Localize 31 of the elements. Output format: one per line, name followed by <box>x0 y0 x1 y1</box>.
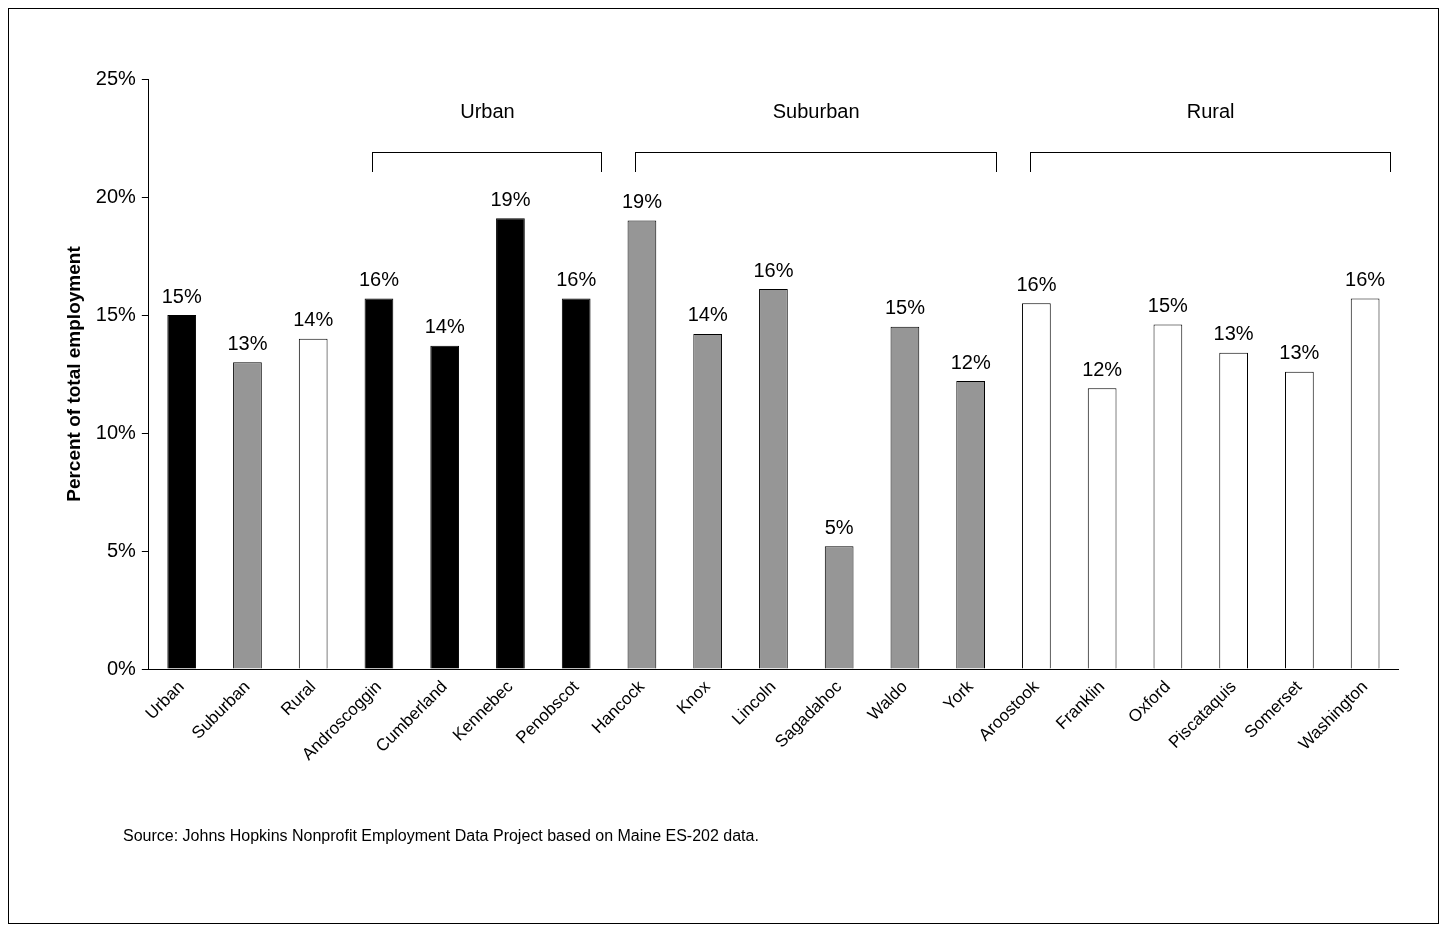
data-label: 15% <box>1147 293 1189 316</box>
data-label: 14% <box>424 315 465 338</box>
data-label: 19% <box>490 187 531 210</box>
y-tick-label: 0% <box>106 656 137 679</box>
data-label: 16% <box>556 268 597 291</box>
y-tick-label: 10% <box>95 420 137 443</box>
data-label: 14% <box>293 308 334 331</box>
y-axis-title: Percent of total employment <box>62 245 84 502</box>
y-tick-label: 5% <box>106 538 137 561</box>
data-label: 13% <box>1213 322 1254 345</box>
data-label: 13% <box>1279 341 1320 364</box>
annotation: Urban <box>460 99 515 122</box>
data-label: 12% <box>950 350 991 373</box>
data-label: 16% <box>753 258 794 281</box>
data-label: 12% <box>1082 357 1123 380</box>
data-label: 5% <box>824 515 854 538</box>
data-label: 16% <box>358 268 400 291</box>
y-tick-label: 15% <box>95 302 137 325</box>
data-label: 15% <box>161 284 202 307</box>
y-tick-label: 20% <box>95 184 137 207</box>
data-label: 14% <box>687 303 728 326</box>
y-tick-label: 25% <box>95 66 137 89</box>
annotation: Suburban <box>772 99 860 122</box>
data-label: 15% <box>884 296 926 319</box>
x-tick-label: York <box>939 676 978 715</box>
data-label: 19% <box>621 190 663 213</box>
annotation: Rural <box>1186 99 1235 122</box>
data-label: 16% <box>1016 272 1057 295</box>
data-label: 13% <box>227 331 268 354</box>
source-note: Source: Johns Hopkins Nonprofit Employment Data Project based on Maine ES-202 data. <box>123 827 759 845</box>
data-label: 16% <box>1345 268 1386 291</box>
